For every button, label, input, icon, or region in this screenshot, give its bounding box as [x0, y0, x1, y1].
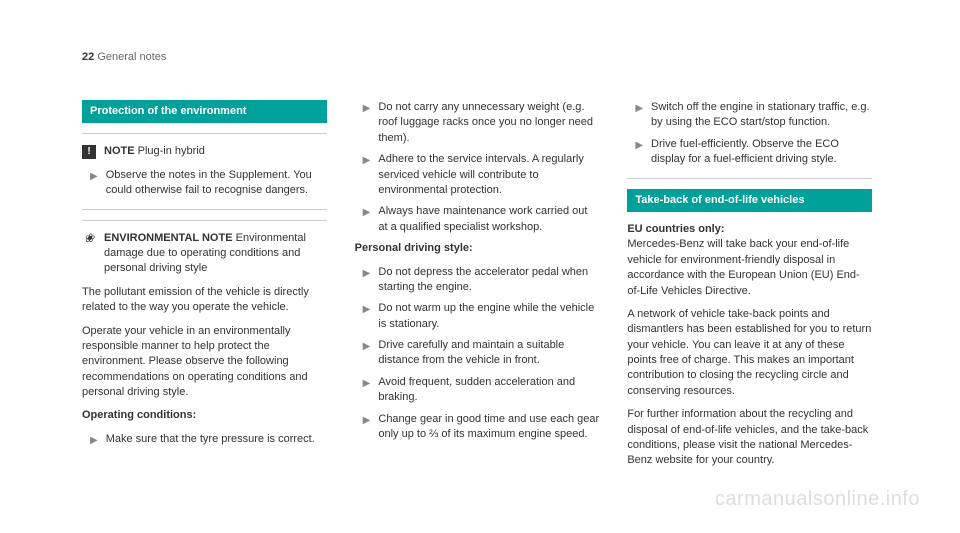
bullet-text: Do not carry any unnecessary weight (e.g…: [378, 100, 599, 146]
bullet-item: ▶ Switch off the engine in stationary tr…: [627, 100, 872, 131]
bullet-text: Do not depress the accelerator pedal whe…: [378, 265, 599, 296]
triangle-icon: ▶: [90, 170, 98, 184]
section-title: General notes: [97, 51, 166, 63]
triangle-icon: ▶: [363, 102, 371, 116]
bullet-text: Observe the notes in the Supplement. You…: [106, 168, 327, 199]
bullet-item: ▶ Avoid frequent, sudden acceleration an…: [355, 375, 600, 406]
page-number: 22: [82, 51, 94, 63]
bullet-item: ▶ Change gear in good time and use each …: [355, 412, 600, 443]
triangle-icon: ▶: [635, 139, 643, 153]
note-body: Plug-in hybrid: [138, 145, 205, 157]
exclamation-icon: !: [82, 145, 96, 159]
bullet-item: ▶ Do not warm up the engine while the ve…: [355, 301, 600, 332]
divider: [82, 133, 327, 134]
bullet-item: ▶ Adhere to the service intervals. A reg…: [355, 152, 600, 198]
env-label: ENVIRONMENTAL NOTE: [104, 232, 233, 244]
leaf-icon: ❀: [82, 232, 96, 246]
divider: [82, 209, 327, 210]
subheading: EU countries only:: [627, 223, 724, 235]
bullet-text: Always have maintenance work carried out…: [378, 204, 599, 235]
bullet-text: Drive carefully and maintain a suitable …: [378, 338, 599, 369]
environmental-note: ❀ ENVIRONMENTAL NOTE Environmental damag…: [82, 231, 327, 277]
section-header-protection: Protection of the environment: [82, 100, 327, 123]
bullet-item: ▶ Drive carefully and maintain a suitabl…: [355, 338, 600, 369]
triangle-icon: ▶: [363, 340, 371, 354]
subheading: Operating conditions:: [82, 408, 327, 423]
bullet-item: ▶ Do not carry any unnecessary weight (e…: [355, 100, 600, 146]
triangle-icon: ▶: [90, 434, 98, 448]
divider: [82, 220, 327, 221]
paragraph: Operate your vehicle in an environmental…: [82, 324, 327, 401]
triangle-icon: ▶: [363, 267, 371, 281]
note-text: NOTE Plug-in hybrid: [104, 144, 327, 159]
bullet-item: ▶ Do not depress the accelerator pedal w…: [355, 265, 600, 296]
triangle-icon: ▶: [363, 303, 371, 317]
divider: [627, 178, 872, 179]
triangle-icon: ▶: [635, 102, 643, 116]
triangle-icon: ▶: [363, 154, 371, 168]
column-2: ▶ Do not carry any unnecessary weight (e…: [355, 100, 600, 477]
note-plugin-hybrid: ! NOTE Plug-in hybrid: [82, 144, 327, 159]
bullet-item: ▶ Make sure that the tyre pressure is co…: [82, 432, 327, 448]
triangle-icon: ▶: [363, 206, 371, 220]
watermark: carmanualsonline.info: [715, 485, 920, 513]
bullet-item: ▶ Observe the notes in the Supplement. Y…: [82, 168, 327, 199]
column-3: ▶ Switch off the engine in stationary tr…: [627, 100, 872, 477]
bullet-text: Make sure that the tyre pressure is corr…: [106, 432, 327, 447]
triangle-icon: ▶: [363, 414, 371, 428]
bullet-text: Change gear in good time and use each ge…: [378, 412, 599, 443]
section-header-takeback: Take-back of end-of-life vehicles: [627, 189, 872, 212]
bullet-text: Drive fuel-efficiently. Observe the ECO …: [651, 137, 872, 168]
triangle-icon: ▶: [363, 377, 371, 391]
bullet-text: Switch off the engine in stationary traf…: [651, 100, 872, 131]
paragraph: EU countries only: Mercedes-Benz will tak…: [627, 222, 872, 299]
subheading: Personal driving style:: [355, 241, 600, 256]
paragraph: For further information about the recycl…: [627, 407, 872, 469]
bullet-item: ▶ Drive fuel-efficiently. Observe the EC…: [627, 137, 872, 168]
note-text: ENVIRONMENTAL NOTE Environmental damage …: [104, 231, 327, 277]
paragraph-text: Mercedes-Benz will take back your end-of…: [627, 238, 859, 296]
paragraph: The pollutant emission of the vehicle is…: [82, 285, 327, 316]
content-columns: Protection of the environment ! NOTE Plu…: [82, 100, 872, 477]
column-1: Protection of the environment ! NOTE Plu…: [82, 100, 327, 477]
paragraph: A network of vehicle take-back points an…: [627, 307, 872, 399]
bullet-text: Do not warm up the engine while the vehi…: [378, 301, 599, 332]
page-header: 22 General notes: [82, 50, 166, 65]
bullet-text: Avoid frequent, sudden acceleration and …: [378, 375, 599, 406]
bullet-text: Adhere to the service intervals. A regul…: [378, 152, 599, 198]
note-label: NOTE: [104, 145, 135, 157]
bullet-item: ▶ Always have maintenance work carried o…: [355, 204, 600, 235]
